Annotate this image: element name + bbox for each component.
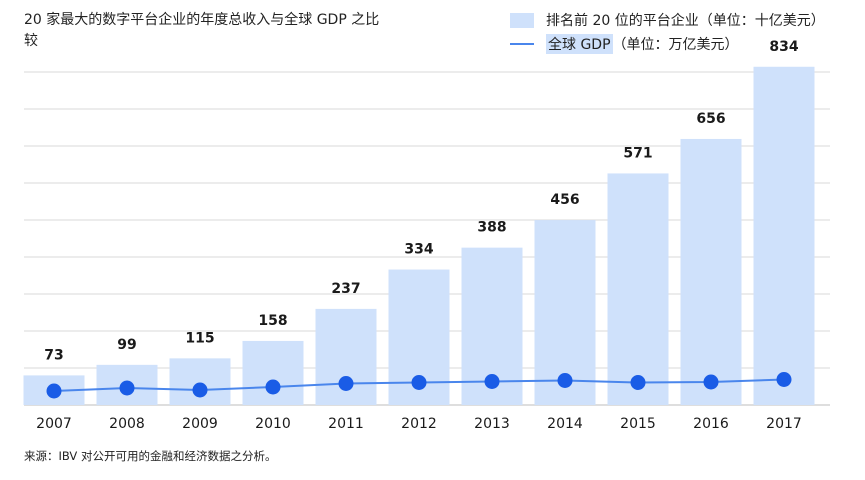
bar-value-label: 237 bbox=[331, 281, 360, 297]
bar-value-label: 656 bbox=[696, 111, 725, 127]
legend-swatch-bar bbox=[510, 12, 534, 28]
gdp-point bbox=[557, 373, 573, 388]
source-note: 来源：IBV 对公开可用的金融和经济数据之分析。 bbox=[24, 449, 277, 463]
x-tick-label: 2017 bbox=[766, 416, 802, 432]
gdp-point bbox=[119, 380, 135, 396]
chart-plot: 73 99 115 158 237 334 388 456 571 656 834 2007 2008 2… bbox=[23, 39, 830, 432]
bar bbox=[169, 358, 231, 405]
bar bbox=[242, 340, 304, 405]
x-tick-label: 2012 bbox=[401, 416, 437, 432]
gdp-point bbox=[630, 375, 646, 390]
bar-value-label: 388 bbox=[477, 220, 506, 236]
x-tick-label: 2007 bbox=[36, 416, 72, 432]
gdp-point bbox=[338, 376, 354, 391]
bar bbox=[607, 173, 669, 405]
legend-item-line: 全球 GDP （单位：万亿美元） bbox=[510, 32, 825, 56]
bar-value-label: 99 bbox=[117, 337, 136, 353]
x-tick-label: 2013 bbox=[474, 416, 510, 432]
legend-label-line: 全球 GDP bbox=[546, 34, 613, 54]
gdp-point bbox=[411, 375, 427, 390]
legend-item-bar: 排名前 20 位的平台企业（单位：十亿美元） bbox=[510, 8, 825, 32]
bar bbox=[753, 66, 815, 406]
x-tick-label: 2008 bbox=[109, 416, 145, 432]
gdp-point bbox=[484, 374, 500, 389]
bar-value-label: 334 bbox=[404, 242, 433, 258]
gdp-point bbox=[46, 383, 62, 399]
bar-value-label: 158 bbox=[258, 313, 287, 329]
x-tick-label: 2016 bbox=[693, 416, 729, 432]
gdp-point bbox=[703, 374, 719, 390]
bar-value-label: 456 bbox=[550, 192, 579, 208]
bar-value-label: 834 bbox=[769, 39, 798, 55]
x-tick-label: 2015 bbox=[620, 416, 656, 432]
x-tick-label: 2010 bbox=[255, 416, 291, 432]
gdp-point bbox=[192, 382, 208, 398]
legend-label-bar: 排名前 20 位的平台企业（单位：十亿美元） bbox=[546, 13, 825, 29]
x-tick-label: 2011 bbox=[328, 416, 364, 432]
chart-title: 20 家最大的数字平台企业的年度总收入与全球 GDP 之比较 bbox=[24, 12, 380, 49]
x-tick-label: 2009 bbox=[182, 416, 218, 432]
legend-label-line-unit: （单位：万亿美元） bbox=[612, 37, 739, 53]
bar-value-label: 571 bbox=[623, 145, 652, 161]
bar bbox=[680, 138, 742, 405]
gdp-point bbox=[776, 372, 792, 387]
bar-value-label: 73 bbox=[44, 347, 63, 363]
bar-value-label: 115 bbox=[185, 330, 214, 346]
gdp-point bbox=[265, 379, 281, 395]
x-tick-label: 2014 bbox=[547, 416, 583, 432]
legend-swatch-line bbox=[510, 43, 534, 45]
legend: 排名前 20 位的平台企业（单位：十亿美元） 全球 GDP （单位：万亿美元） bbox=[510, 8, 825, 56]
